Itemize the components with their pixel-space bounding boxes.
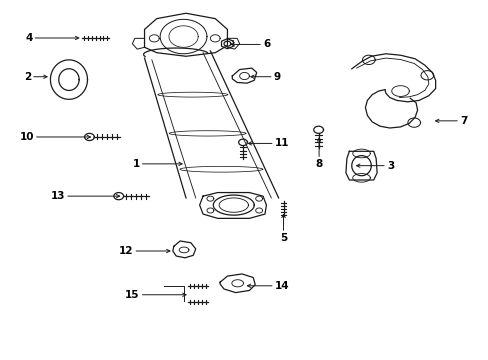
Text: 9: 9	[273, 72, 280, 82]
Text: 12: 12	[119, 246, 133, 256]
Text: 6: 6	[263, 40, 270, 49]
Text: 14: 14	[274, 281, 289, 291]
Text: 4: 4	[25, 33, 32, 43]
Text: 13: 13	[50, 191, 65, 201]
Text: 2: 2	[23, 72, 31, 82]
Text: 8: 8	[315, 159, 322, 169]
Text: 3: 3	[386, 161, 393, 171]
Text: 7: 7	[459, 116, 467, 126]
Text: 1: 1	[132, 159, 140, 169]
Text: 15: 15	[125, 290, 140, 300]
Text: 10: 10	[20, 132, 34, 142]
Text: 11: 11	[274, 139, 288, 148]
Text: 5: 5	[279, 233, 286, 243]
